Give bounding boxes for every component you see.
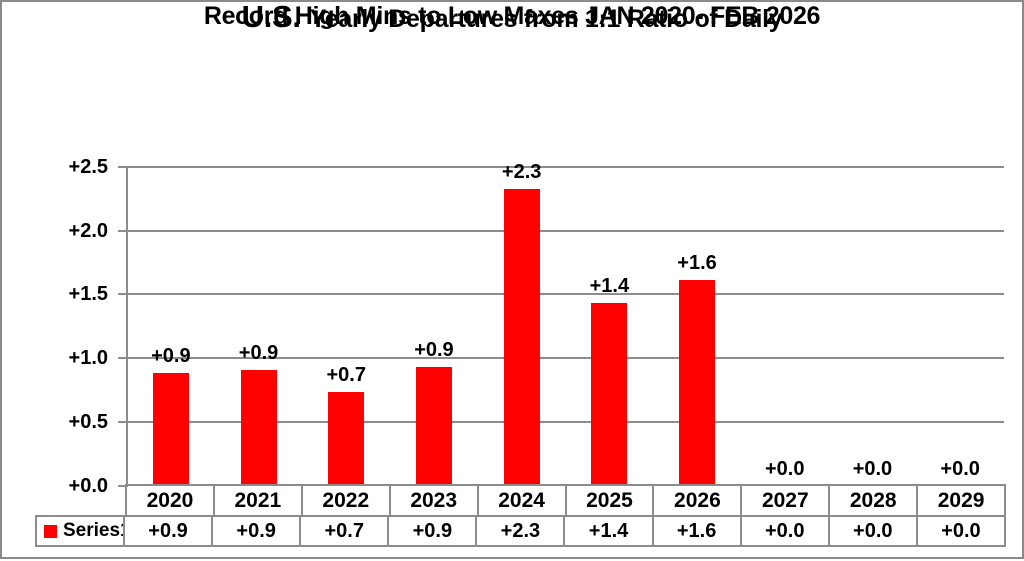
chart-title-line1: U.S. Yearly Departures from 1:1 Ratio of … <box>2 0 1022 34</box>
bar-value-label: +0.0 <box>852 457 893 480</box>
y-tick-label: +0.5 <box>68 410 108 433</box>
bar <box>679 280 716 486</box>
data-table-row: Series1 +0.9 +0.9 +0.7 +0.9 +2.3 +1.4 +1.6 +0.0 +… <box>35 515 1006 547</box>
gridline <box>127 420 1004 423</box>
data-table-value-cell: +0.7 <box>301 517 390 545</box>
x-axis-category-cell: 2029 <box>937 488 985 512</box>
x-axis-category-cell: 2020 <box>127 486 215 515</box>
data-table-value-cell: +1.4 <box>565 517 654 545</box>
series-swatch-icon <box>44 524 57 538</box>
title-line1-text: Yearly Departures from 1:1 Ratio of Dail… <box>309 5 783 33</box>
chart-title-line2: Record High Mins to Low Maxes JAN 2020- … <box>203 2 821 30</box>
x-axis-category-cell: 2023 <box>391 486 479 515</box>
y-axis-tick <box>118 229 127 232</box>
bar-value-label: +0.0 <box>765 457 805 480</box>
bar <box>328 392 365 486</box>
bar-value-label: +2.3 <box>501 160 542 183</box>
y-axis-tick <box>118 420 127 423</box>
data-table-value-cell: +0.0 <box>941 519 981 542</box>
gridline <box>127 357 1004 360</box>
data-table-value-cell: +2.3 <box>477 517 566 545</box>
bar-value-label: +0.7 <box>326 364 366 387</box>
bar-value-label: +0.9 <box>238 341 279 364</box>
y-axis-line <box>126 166 128 487</box>
data-table-value-cell: +0.0 <box>742 517 830 545</box>
data-table-value-cell: +1.6 <box>654 517 742 545</box>
y-axis-tick <box>118 357 127 360</box>
x-axis-category-cell: 2025 <box>567 486 655 515</box>
y-axis-tick <box>118 293 127 296</box>
bar <box>503 188 540 486</box>
bar-value-label: +1.4 <box>589 275 630 298</box>
gridline <box>127 229 1004 232</box>
x-axis-category-cell: 2027 <box>742 486 831 515</box>
bar <box>240 369 277 486</box>
data-table-value-cell: +0.9 <box>213 517 302 545</box>
x-axis-category-cell: 2024 <box>479 486 567 515</box>
legend-cell: Series1 <box>37 517 125 545</box>
y-axis-tick <box>118 166 127 168</box>
y-tick-label: +2.0 <box>68 219 108 242</box>
bar-value-label: +1.6 <box>677 252 717 275</box>
bar <box>152 373 189 486</box>
y-axis-tick <box>118 484 127 487</box>
y-tick-label: +1.0 <box>68 347 108 370</box>
x-axis-category-cell: 2026 <box>654 486 743 515</box>
x-axis-category-cell: 2028 <box>830 486 919 515</box>
bar-value-label: +0.0 <box>940 457 980 480</box>
x-axis-category-cell: 2022 <box>303 486 391 515</box>
gridline <box>127 166 1004 168</box>
x-axis-category-cell: 2021 <box>215 486 303 515</box>
bar <box>591 303 628 486</box>
data-table-value-cell: +0.0 <box>830 517 918 545</box>
bar-value-label: +0.9 <box>414 339 454 362</box>
data-table-value-cell: +0.9 <box>125 517 214 545</box>
y-tick-label: +2.5 <box>68 156 108 178</box>
legend-series-label: Series1 <box>63 520 125 541</box>
y-tick-label: +0.0 <box>68 474 108 497</box>
data-table-value-cell: +0.9 <box>389 517 478 545</box>
y-tick-label: +1.5 <box>68 283 108 306</box>
title-emphasis: U.S. <box>241 0 301 34</box>
bar-value-label: +0.9 <box>151 345 191 368</box>
x-axis-category-row: 2020 2021 2022 2023 2024 2025 2026 2027 2028 2029 <box>125 484 1006 517</box>
gridline <box>127 293 1004 296</box>
bar <box>415 367 452 486</box>
